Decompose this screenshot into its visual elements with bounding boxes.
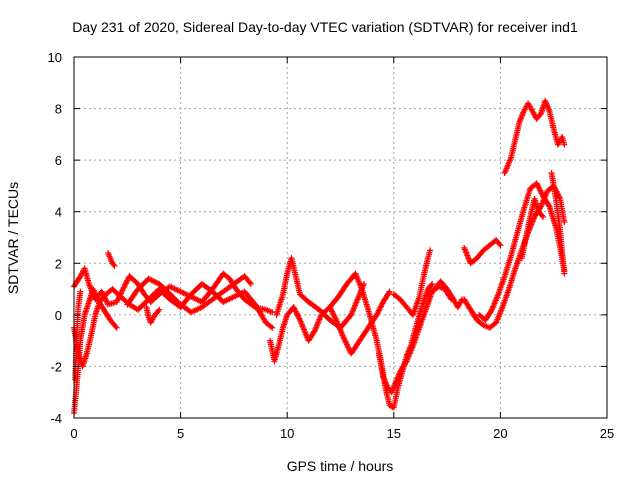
- series-sat-l: [390, 247, 434, 318]
- x-tick-label: 5: [177, 426, 184, 441]
- data-point: [385, 289, 392, 296]
- data-point: [561, 219, 568, 226]
- data-point: [112, 323, 119, 330]
- y-tick-label: -4: [50, 411, 62, 426]
- data-point: [428, 282, 435, 289]
- series-sat-n: [461, 237, 504, 267]
- chart-title: Day 231 of 2020, Sidereal Day-to-day VTE…: [72, 19, 578, 35]
- y-tick-label: 4: [55, 205, 62, 220]
- data-point: [561, 270, 568, 277]
- data-point: [156, 306, 163, 313]
- data-point: [113, 324, 120, 331]
- data-point: [561, 141, 568, 148]
- series-sat-g: [143, 304, 163, 326]
- series-sat-e: [105, 249, 118, 269]
- y-tick-label: 8: [55, 102, 62, 117]
- y-tick-label: 0: [55, 308, 62, 323]
- series-sat-k: [375, 283, 455, 396]
- series-sat-s: [548, 170, 568, 277]
- data-point: [110, 261, 117, 268]
- data-marks: [71, 97, 568, 416]
- data-point: [538, 212, 545, 219]
- data-point: [386, 288, 393, 295]
- data-point: [246, 279, 253, 286]
- x-tick-label: 10: [280, 426, 294, 441]
- plot-frame: [73, 56, 608, 419]
- series-sat-d: [72, 288, 84, 383]
- data-point: [545, 202, 552, 209]
- y-tick-label: -2: [50, 359, 62, 374]
- series-sat-r: [518, 195, 547, 262]
- x-tick-label: 15: [387, 426, 401, 441]
- data-point: [429, 280, 436, 287]
- data-point: [540, 213, 547, 220]
- data-point: [247, 280, 254, 287]
- series-sat-q: [501, 97, 568, 177]
- y-tick-label: 2: [55, 256, 62, 271]
- data-point: [111, 262, 118, 269]
- data-point: [496, 240, 503, 247]
- y-tick-label: 6: [55, 153, 62, 168]
- x-tick-label: 25: [600, 426, 614, 441]
- x-axis-label: GPS time / hours: [287, 458, 394, 474]
- y-axis-label: SDTVAR / TECUs: [5, 182, 21, 294]
- data-point: [269, 324, 276, 331]
- data-point: [77, 288, 84, 295]
- data-point: [155, 307, 162, 314]
- series-sat-c: [71, 286, 120, 416]
- series-sat-f: [124, 273, 254, 316]
- data-point: [269, 309, 276, 316]
- x-tick-label: 20: [493, 426, 507, 441]
- series-sat-m: [424, 278, 466, 311]
- data-point: [267, 323, 274, 330]
- y-tick-label: 10: [48, 50, 62, 65]
- data-point: [427, 247, 434, 254]
- axis-ticks: 0 5 10 15 20 25 -4 -2 0 2 4 6 8 10: [48, 50, 615, 441]
- grid: [74, 57, 607, 418]
- x-tick-label: 0: [70, 426, 77, 441]
- series-sat-i: [267, 288, 393, 365]
- data-point: [497, 242, 504, 249]
